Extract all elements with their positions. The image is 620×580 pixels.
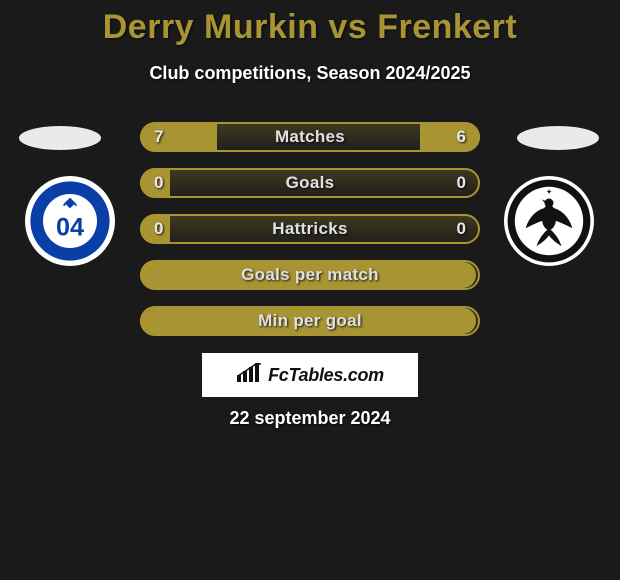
page-title: Derry Murkin vs Frenkert bbox=[0, 0, 620, 47]
date-label: 22 september 2024 bbox=[229, 408, 390, 429]
stat-row: 7 6 Matches bbox=[140, 122, 480, 152]
stat-value-left: 7 bbox=[154, 127, 163, 147]
stat-fill-left bbox=[140, 124, 217, 150]
stat-label: Hattricks bbox=[272, 219, 347, 239]
stat-row: Min per goal bbox=[140, 306, 480, 336]
stat-row: 0 0 Hattricks bbox=[140, 214, 480, 244]
stat-value-right: 0 bbox=[457, 173, 466, 193]
stat-fill-right bbox=[420, 124, 480, 150]
stat-label: Goals per match bbox=[241, 265, 379, 285]
schalke-crest-icon: 04 bbox=[25, 176, 115, 266]
preussen-crest-icon: ✦ bbox=[504, 176, 594, 266]
club-crest-left: 04 bbox=[25, 176, 115, 266]
stat-label: Matches bbox=[275, 127, 345, 147]
stat-label: Goals bbox=[286, 173, 335, 193]
site-badge[interactable]: FcTables.com bbox=[202, 353, 418, 397]
stat-value-right: 6 bbox=[457, 127, 466, 147]
stat-row: 0 0 Goals bbox=[140, 168, 480, 198]
svg-text:04: 04 bbox=[56, 213, 84, 241]
stat-label: Min per goal bbox=[258, 311, 362, 331]
club-crest-right: ✦ bbox=[504, 176, 594, 266]
flag-left bbox=[19, 126, 101, 150]
stat-value-right: 0 bbox=[457, 219, 466, 239]
stat-value-left: 0 bbox=[154, 219, 163, 239]
stat-rows: 7 6 Matches 0 0 Goals 0 0 Hattricks Goals per mat… bbox=[140, 122, 480, 352]
stat-value-left: 0 bbox=[154, 173, 163, 193]
subtitle: Club competitions, Season 2024/2025 bbox=[0, 63, 620, 84]
svg-text:✦: ✦ bbox=[546, 189, 551, 196]
site-label: FcTables.com bbox=[268, 365, 384, 386]
flag-right bbox=[517, 126, 599, 150]
stat-row: Goals per match bbox=[140, 260, 480, 290]
bar-chart-icon bbox=[236, 363, 262, 388]
